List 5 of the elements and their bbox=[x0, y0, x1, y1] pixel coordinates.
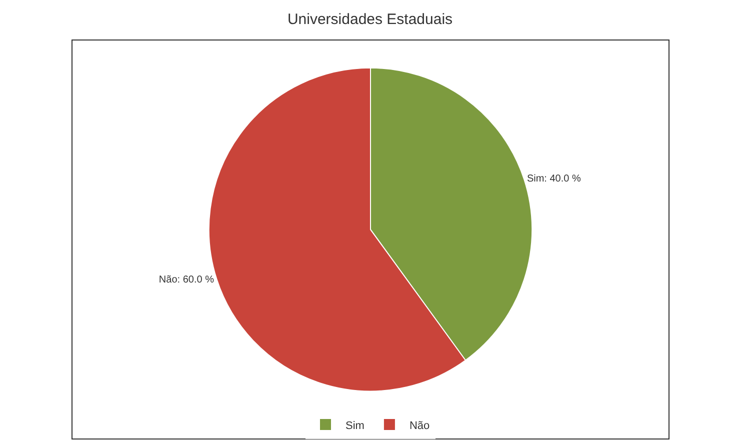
data-label: Sim: 40.0 % bbox=[526, 174, 581, 185]
legend-label: Sim bbox=[346, 420, 364, 432]
legend-label: Não bbox=[409, 420, 430, 432]
chart-title: Universidades Estaduais bbox=[287, 10, 453, 28]
data-label: Não: 60.0 % bbox=[158, 274, 214, 286]
